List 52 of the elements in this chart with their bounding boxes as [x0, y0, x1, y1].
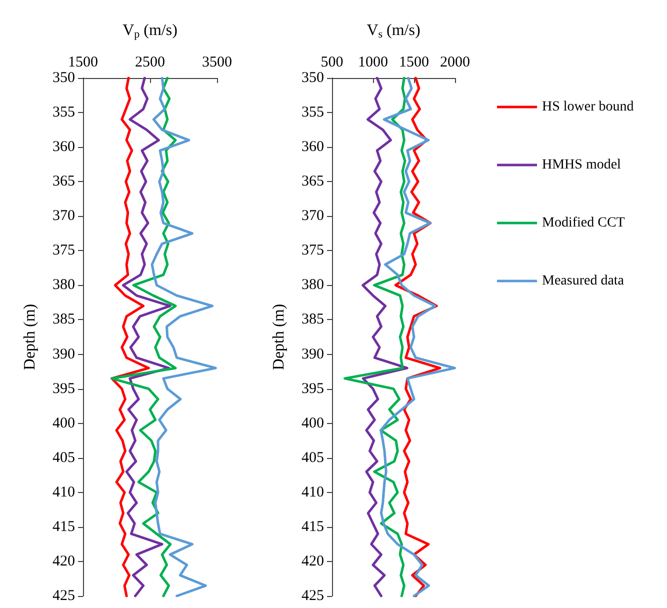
y-tick-label: 395: [52, 380, 75, 397]
y-tick-label: 385: [302, 312, 324, 328]
y-tick-label: 425: [52, 588, 75, 604]
x-tick-label: 2500: [135, 54, 165, 70]
y-tick-label: 365: [52, 174, 75, 190]
line-series: [122, 76, 172, 598]
y-tick-label: 420: [52, 553, 75, 570]
y-tick-label: 390: [302, 346, 324, 362]
y-tick-label: 410: [52, 484, 75, 500]
x-tick-label: 1500: [399, 54, 429, 70]
y-tick-label: 425: [302, 588, 324, 604]
line-series: [380, 76, 456, 598]
y-tick-label: 390: [52, 346, 75, 362]
y-tick-label: 410: [302, 484, 324, 500]
y-tick-label: 385: [52, 312, 75, 328]
y-tick-label: 415: [302, 518, 324, 535]
y-tick-label: 375: [302, 242, 324, 259]
y-tick-label: 365: [302, 174, 324, 190]
y-tick-label: 405: [302, 450, 324, 466]
x-tick-label: 1000: [358, 54, 388, 70]
y-tick-label: 380: [52, 277, 75, 294]
legend-label: Modified CCT: [542, 216, 626, 230]
line-series: [110, 76, 177, 598]
legend-label: HS lower bound: [542, 100, 634, 114]
y-tick-label: 380: [302, 277, 324, 294]
x-tick-label: 3500: [202, 54, 232, 70]
y-tick-label: 350: [52, 70, 75, 86]
x-tick-label: 500: [320, 54, 344, 70]
y-tick-label: 400: [52, 415, 75, 432]
y-axis-title: Depth (m): [270, 304, 288, 370]
y-tick-label: 395: [302, 380, 324, 397]
y-tick-label: 370: [52, 208, 75, 224]
y-tick-label: 360: [52, 139, 75, 156]
y-tick-label: 360: [302, 139, 324, 156]
x-tick-label: 1500: [68, 54, 98, 70]
y-tick-label: 350: [302, 70, 324, 86]
y-tick-label: 375: [52, 242, 75, 259]
line-series: [362, 76, 408, 598]
y-tick-label: 355: [302, 104, 324, 121]
y-tick-label: 420: [302, 553, 324, 570]
y-tick-label: 405: [52, 450, 75, 466]
y-axis-title: Depth (m): [22, 304, 38, 370]
y-tick-label: 370: [302, 208, 324, 224]
legend-label: HMHS model: [542, 158, 622, 172]
y-tick-label: 415: [52, 518, 75, 535]
line-series: [110, 76, 150, 598]
x-tick-label: 2000: [440, 54, 470, 70]
line-series: [344, 76, 406, 598]
legend-label: Measured data: [542, 274, 625, 288]
y-tick-label: 400: [302, 415, 324, 432]
line-series: [150, 76, 217, 598]
y-tick-label: 355: [52, 104, 75, 121]
